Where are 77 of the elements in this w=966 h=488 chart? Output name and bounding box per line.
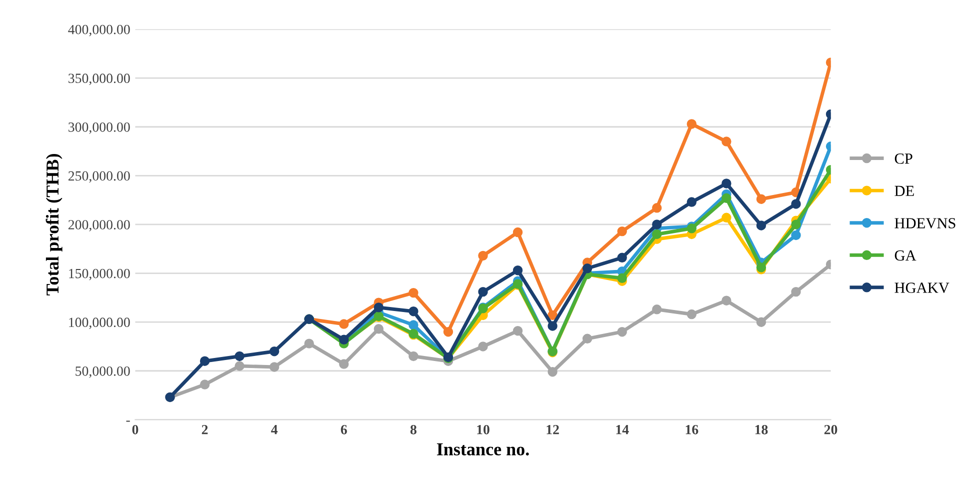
legend-label: GA <box>894 250 916 261</box>
point <box>512 326 523 336</box>
point <box>478 286 488 297</box>
x-tick-label: 14 <box>616 425 629 434</box>
legend-label: HGAKV <box>894 282 950 293</box>
point <box>548 321 558 331</box>
y-tick-label: 350,000.00 <box>68 74 130 86</box>
x-tick-label: 6 <box>340 424 347 434</box>
y-axis-title: Total profit (THB) <box>46 154 62 296</box>
point <box>478 250 488 261</box>
point <box>722 178 732 188</box>
point <box>652 304 662 314</box>
point <box>722 193 732 203</box>
point <box>722 296 732 306</box>
y-tick-label: 300,000.00 <box>68 122 130 134</box>
x-tick-label: 20 <box>824 424 838 434</box>
x-tick-label: 8 <box>410 424 416 434</box>
point <box>617 273 627 284</box>
point <box>722 212 732 223</box>
y-tick-label: 200,000.00 <box>68 220 130 232</box>
point <box>686 119 697 129</box>
point <box>791 286 801 297</box>
x-tick-label: 10 <box>477 424 490 434</box>
y-tick-label: 50,000.00 <box>76 366 130 378</box>
x-axis-title: Instance no. <box>436 443 529 456</box>
point <box>374 324 384 334</box>
point <box>443 326 454 337</box>
point <box>234 361 244 371</box>
point <box>269 362 280 372</box>
point <box>617 252 627 263</box>
point <box>617 326 627 337</box>
point <box>791 230 801 240</box>
point <box>548 310 558 320</box>
point <box>791 220 801 230</box>
point <box>686 197 697 207</box>
point <box>200 356 210 366</box>
point <box>408 288 418 298</box>
x-tick-label: 12 <box>546 424 559 434</box>
legend-label: HDEVNS <box>894 218 956 228</box>
y-tick-label: 100,000.00 <box>69 318 130 330</box>
x-tick-label: 16 <box>686 424 698 434</box>
point <box>512 227 523 238</box>
point <box>582 264 592 274</box>
point <box>200 380 210 390</box>
point <box>582 334 592 344</box>
x-tick-label: 2 <box>202 424 208 434</box>
y-tick-label: 250,000.00 <box>68 171 130 183</box>
x-tick-label: 4 <box>271 425 278 434</box>
legend-label: CP <box>894 154 912 164</box>
point <box>269 346 280 356</box>
point <box>722 136 732 146</box>
point <box>408 320 418 330</box>
point <box>304 338 314 348</box>
y-tick-label: 150,000.00 <box>69 268 130 280</box>
point <box>478 342 488 352</box>
x-tick-label: 18 <box>755 424 768 434</box>
point <box>339 359 349 369</box>
point <box>617 226 627 236</box>
point <box>686 309 697 320</box>
point <box>791 199 801 209</box>
y-tick-label: 400,000.00 <box>68 24 130 36</box>
point <box>756 220 766 230</box>
point <box>408 306 418 316</box>
point <box>234 351 244 362</box>
point <box>374 302 384 312</box>
point <box>756 317 766 327</box>
point <box>756 194 766 204</box>
y-tick-label: - <box>126 420 130 422</box>
point <box>339 319 349 329</box>
point <box>548 366 558 377</box>
point <box>652 229 662 240</box>
point <box>652 220 662 230</box>
x-tick-label: 0 <box>132 424 138 434</box>
point <box>512 265 523 276</box>
point <box>408 351 418 362</box>
legend-label: DE <box>894 186 914 196</box>
point <box>652 203 662 213</box>
